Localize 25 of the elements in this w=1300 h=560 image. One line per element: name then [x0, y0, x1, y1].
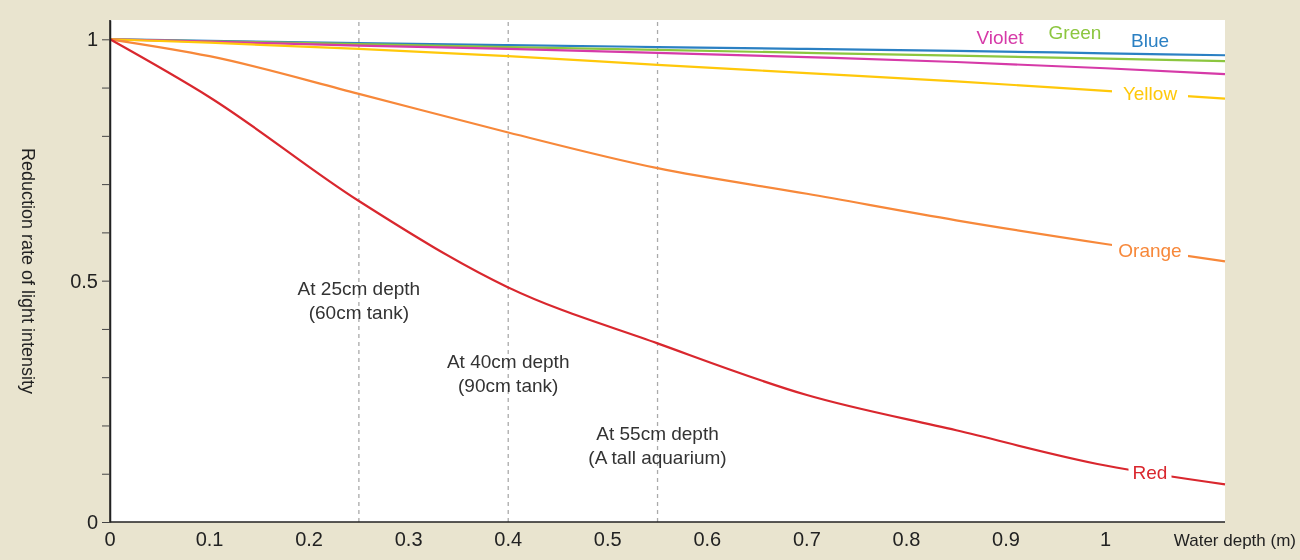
x-axis-title: Water depth (m) — [1173, 531, 1296, 550]
x-tick-label: 0.8 — [892, 528, 921, 550]
series-label: Green — [1048, 21, 1102, 43]
x-tick-label: 0.5 — [593, 528, 622, 550]
series-label: Violet — [976, 27, 1025, 49]
y-tick-label: 0 — [86, 510, 98, 533]
y-axis-title: Reduction rate of light intensity — [18, 147, 38, 395]
annotation: At 40cm depth (90cm tank) — [446, 350, 570, 396]
x-tick-label: 0.4 — [494, 528, 523, 550]
annotation: At 55cm depth (A tall aquarium) — [588, 422, 727, 468]
x-tick-label: 0.9 — [992, 528, 1020, 550]
y-tick-label: 1 — [86, 28, 98, 51]
series-label: Red — [1132, 462, 1168, 484]
x-tick-label: 0.1 — [195, 528, 224, 550]
annotation: At 25cm depth (60cm tank) — [297, 278, 421, 324]
x-tick-label: 0.2 — [295, 528, 324, 550]
series-label: Yellow — [1122, 83, 1178, 105]
x-tick-label: 0.3 — [394, 528, 423, 550]
y-tick-label: 0.5 — [70, 269, 98, 292]
x-tick-label: 0.7 — [792, 528, 821, 550]
series-label: Orange — [1118, 240, 1182, 262]
x-tick-label: 0.6 — [693, 528, 722, 550]
x-tick-label: 0 — [104, 528, 116, 550]
series-label: Blue — [1130, 29, 1170, 51]
x-tick-label: 1 — [1099, 528, 1112, 550]
